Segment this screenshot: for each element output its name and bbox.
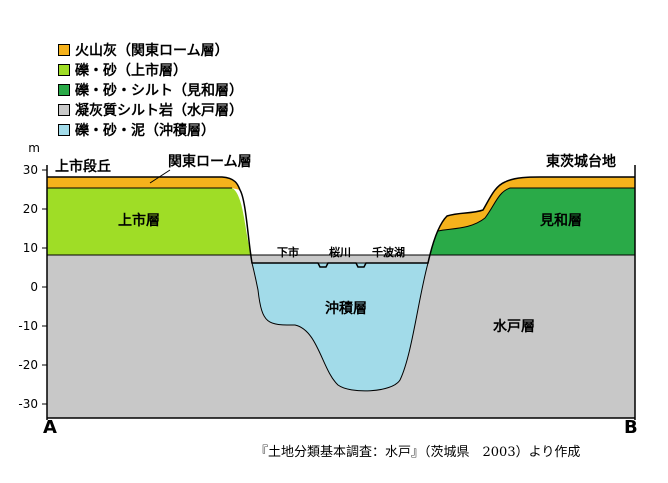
legend: 火山灰（関東ローム層） 礫・砂（上市層） 礫・砂・シルト（見和層） 凝灰質シルト… [58, 40, 243, 140]
y-tick-label-0: 0 [30, 280, 38, 294]
label-mito-layer: 水戸層 [493, 318, 535, 335]
legend-label-alluvium: 礫・砂・泥（沖積層） [75, 123, 215, 139]
label-shimoichi: 下市 [277, 245, 299, 259]
label-higashi-ibaraki-plateau: 東茨城台地 [546, 153, 616, 170]
endpoint-a-label: A [43, 417, 57, 438]
legend-item-alluvium: 礫・砂・泥（沖積層） [58, 120, 243, 140]
legend-swatch-kanto-loam [58, 44, 70, 56]
label-kamiichi-terrace: 上市段丘 [55, 158, 111, 175]
kanto-loam-leader-line [149, 169, 171, 184]
label-alluvium: 沖積層 [325, 300, 367, 317]
kanto-loam-left-shape [47, 177, 240, 190]
legend-swatch-alluvium [58, 124, 70, 136]
y-tick-label-30: 30 [23, 163, 38, 177]
y-tick-label-10: 10 [23, 241, 38, 255]
surface-outline [47, 176, 635, 268]
legend-label-mito: 凝灰質シルト岩（水戸層） [75, 103, 243, 119]
label-kamiichi-layer: 上市層 [118, 212, 160, 229]
endpoint-b-label: B [624, 417, 638, 438]
legend-swatch-miwa [58, 84, 70, 96]
kamiichi-layer-shape [47, 188, 252, 255]
y-tick-label-neg10: -10 [18, 319, 38, 333]
legend-swatch-kamiichi [58, 64, 70, 76]
miwa-top-line [437, 187, 635, 232]
legend-label-miwa: 礫・砂・シルト（見和層） [75, 83, 243, 99]
label-sakuragawa: 桜川 [329, 245, 351, 259]
y-tick-label-20: 20 [23, 202, 38, 216]
label-senba-lake: 千波湖 [372, 245, 405, 259]
legend-item-kanto-loam: 火山灰（関東ローム層） [58, 40, 243, 60]
miwa-layer-shape [430, 188, 635, 255]
y-axis-unit: m [28, 141, 40, 155]
y-tick-label-neg30: -30 [18, 397, 38, 411]
source-caption: 『土地分類基本調査：水戸』（茨城県 2003）より作成 [255, 445, 581, 460]
legend-item-miwa: 礫・砂・シルト（見和層） [58, 80, 243, 100]
legend-item-kamiichi: 礫・砂（上市層） [58, 60, 243, 80]
label-miwa-layer: 見和層 [539, 213, 582, 229]
legend-label-kamiichi: 礫・砂（上市層） [75, 63, 187, 79]
legend-item-mito: 凝灰質シルト岩（水戸層） [58, 100, 243, 120]
alluvium-shape [251, 262, 429, 392]
y-tick-label-neg20: -20 [18, 358, 38, 372]
legend-swatch-mito [58, 104, 70, 116]
label-kanto-loam: 関東ローム層 [168, 153, 252, 170]
legend-label-kanto-loam: 火山灰（関東ローム層） [75, 43, 229, 59]
